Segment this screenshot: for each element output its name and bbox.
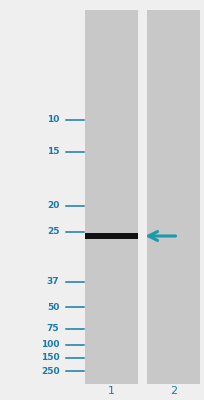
- Text: 150: 150: [41, 354, 59, 362]
- Text: 37: 37: [47, 277, 59, 286]
- Text: 50: 50: [47, 303, 59, 312]
- Text: 25: 25: [47, 228, 59, 236]
- Text: 10: 10: [47, 116, 59, 124]
- Bar: [85, 10, 138, 384]
- Bar: [146, 10, 199, 384]
- Text: 20: 20: [47, 201, 59, 210]
- Text: 100: 100: [41, 340, 59, 349]
- Text: 250: 250: [41, 367, 59, 376]
- Text: 2: 2: [169, 386, 176, 396]
- Text: 75: 75: [47, 324, 59, 333]
- Text: 1: 1: [108, 386, 115, 396]
- Text: 15: 15: [47, 148, 59, 156]
- Bar: [85, 234, 138, 238]
